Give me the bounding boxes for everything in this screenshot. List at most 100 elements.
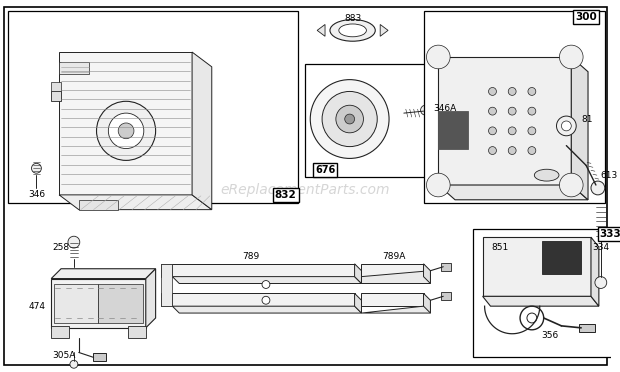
Text: 832: 832 [275, 190, 296, 200]
Circle shape [528, 87, 536, 95]
Text: 305A: 305A [52, 351, 76, 360]
Text: 676: 676 [315, 165, 335, 175]
Circle shape [118, 123, 134, 139]
Text: 613: 613 [601, 171, 618, 180]
Circle shape [32, 163, 42, 173]
Circle shape [489, 147, 497, 154]
Polygon shape [361, 271, 430, 283]
Text: 334: 334 [592, 243, 609, 251]
Text: 789A: 789A [383, 253, 405, 262]
Polygon shape [423, 264, 430, 283]
Polygon shape [571, 57, 588, 200]
Polygon shape [591, 237, 599, 306]
Circle shape [559, 173, 583, 197]
Polygon shape [423, 294, 430, 313]
Bar [473, 230, 620, 357]
Polygon shape [172, 294, 355, 306]
Polygon shape [161, 264, 172, 306]
Circle shape [528, 147, 536, 154]
Text: 883: 883 [344, 14, 361, 23]
Circle shape [557, 116, 576, 136]
Circle shape [527, 313, 537, 323]
Polygon shape [161, 294, 172, 306]
Bar [8, 11, 298, 203]
Polygon shape [92, 353, 107, 361]
Polygon shape [54, 283, 99, 323]
Circle shape [559, 45, 583, 69]
Polygon shape [361, 294, 423, 306]
Circle shape [345, 114, 355, 124]
Polygon shape [438, 185, 588, 200]
Polygon shape [172, 277, 361, 283]
Polygon shape [99, 283, 143, 323]
Polygon shape [361, 264, 423, 277]
Circle shape [427, 45, 450, 69]
Polygon shape [51, 269, 156, 279]
Polygon shape [438, 57, 571, 185]
Polygon shape [579, 324, 595, 332]
Polygon shape [128, 326, 146, 338]
Bar [423, 11, 604, 203]
Circle shape [68, 236, 80, 248]
Circle shape [489, 107, 497, 115]
Polygon shape [441, 263, 451, 271]
Circle shape [489, 127, 497, 135]
Circle shape [562, 121, 571, 131]
Text: 474: 474 [29, 302, 46, 311]
Circle shape [427, 173, 450, 197]
Polygon shape [172, 306, 361, 313]
Polygon shape [79, 200, 118, 210]
Text: 333: 333 [600, 229, 620, 239]
Polygon shape [172, 264, 355, 277]
Polygon shape [51, 92, 61, 101]
Polygon shape [51, 279, 146, 328]
Polygon shape [59, 52, 192, 195]
Text: 346A: 346A [433, 104, 457, 113]
Polygon shape [51, 326, 69, 338]
Circle shape [508, 107, 516, 115]
Ellipse shape [339, 24, 366, 37]
Text: 300: 300 [575, 12, 597, 22]
Text: 346: 346 [28, 190, 45, 199]
Circle shape [508, 127, 516, 135]
Polygon shape [59, 195, 212, 210]
Polygon shape [59, 62, 89, 74]
Circle shape [336, 105, 363, 133]
Circle shape [595, 277, 607, 288]
Text: 81: 81 [581, 115, 593, 124]
Circle shape [591, 181, 604, 195]
Polygon shape [317, 25, 325, 36]
Circle shape [262, 280, 270, 288]
Polygon shape [482, 237, 591, 296]
Text: 789: 789 [242, 253, 260, 262]
Circle shape [108, 113, 144, 148]
Circle shape [70, 360, 78, 368]
Text: eReplacementParts.com: eReplacementParts.com [221, 183, 390, 197]
Circle shape [262, 296, 270, 304]
Text: 258: 258 [53, 243, 69, 251]
Circle shape [310, 80, 389, 158]
Bar [438, 111, 468, 148]
Text: 356: 356 [541, 331, 558, 340]
Ellipse shape [534, 169, 559, 181]
Polygon shape [380, 25, 388, 36]
Bar [305, 64, 453, 177]
Ellipse shape [330, 20, 375, 41]
Polygon shape [542, 241, 581, 274]
Circle shape [322, 92, 377, 147]
Polygon shape [355, 294, 361, 313]
Circle shape [489, 87, 497, 95]
Polygon shape [146, 269, 156, 328]
Circle shape [528, 127, 536, 135]
Circle shape [420, 105, 430, 115]
Circle shape [528, 107, 536, 115]
Polygon shape [361, 300, 430, 313]
Polygon shape [161, 264, 172, 277]
Polygon shape [441, 292, 451, 300]
Polygon shape [51, 81, 61, 92]
Polygon shape [482, 296, 599, 306]
Polygon shape [355, 264, 361, 283]
Circle shape [97, 101, 156, 160]
Circle shape [508, 147, 516, 154]
Circle shape [508, 87, 516, 95]
